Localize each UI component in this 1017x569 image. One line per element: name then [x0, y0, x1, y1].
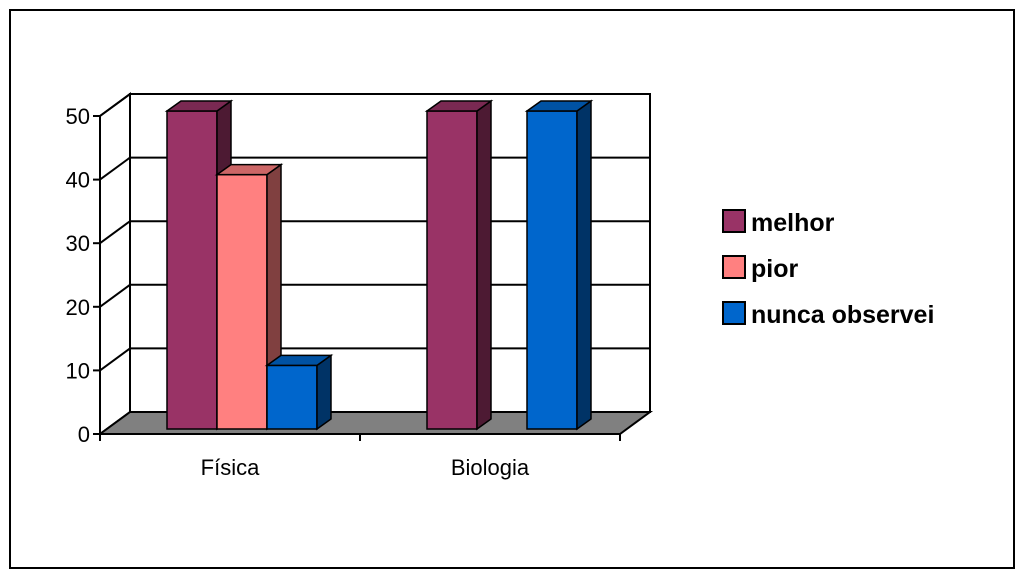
gridline: [99, 93, 650, 117]
bar-top: [524, 100, 594, 112]
y-tick-label: 20: [66, 295, 90, 320]
bar-top: [164, 100, 234, 112]
legend-label: pior: [751, 255, 798, 283]
bar-melhor-1: [426, 110, 478, 430]
legend: melhor pior nunca observei: [722, 209, 934, 329]
bar-melhor-0: [166, 110, 218, 430]
bar-top: [424, 100, 494, 112]
y-tick-label: 0: [78, 422, 90, 447]
bar-top: [264, 354, 334, 367]
category-label: Biologia: [451, 455, 530, 480]
bar-side: [316, 353, 332, 431]
y-tick-label: 30: [66, 231, 90, 256]
category-label: Física: [201, 455, 260, 480]
y-tick-label: 10: [66, 358, 90, 383]
bar-nunca-observei-1: [526, 110, 578, 430]
legend-swatch: [722, 301, 746, 325]
y-tick-label: 50: [66, 104, 90, 129]
bar-pior-0: [216, 173, 268, 430]
legend-label: melhor: [751, 209, 835, 237]
bars: [164, 99, 594, 431]
bar-side: [576, 99, 592, 431]
side-wall: [99, 92, 131, 436]
legend-swatch: [722, 209, 746, 233]
bar-nunca-observei-0: [266, 364, 318, 430]
bar-side: [476, 99, 492, 431]
y-tick-label: 40: [66, 168, 90, 193]
axes: [93, 115, 621, 441]
bar-top: [214, 163, 284, 176]
y-tick-labels: 0 10 20 30 40 50: [66, 104, 90, 447]
legend-swatch: [722, 255, 746, 279]
legend-label: nunca observei: [751, 301, 934, 329]
x-category-labels: Física Biologia: [201, 455, 530, 480]
